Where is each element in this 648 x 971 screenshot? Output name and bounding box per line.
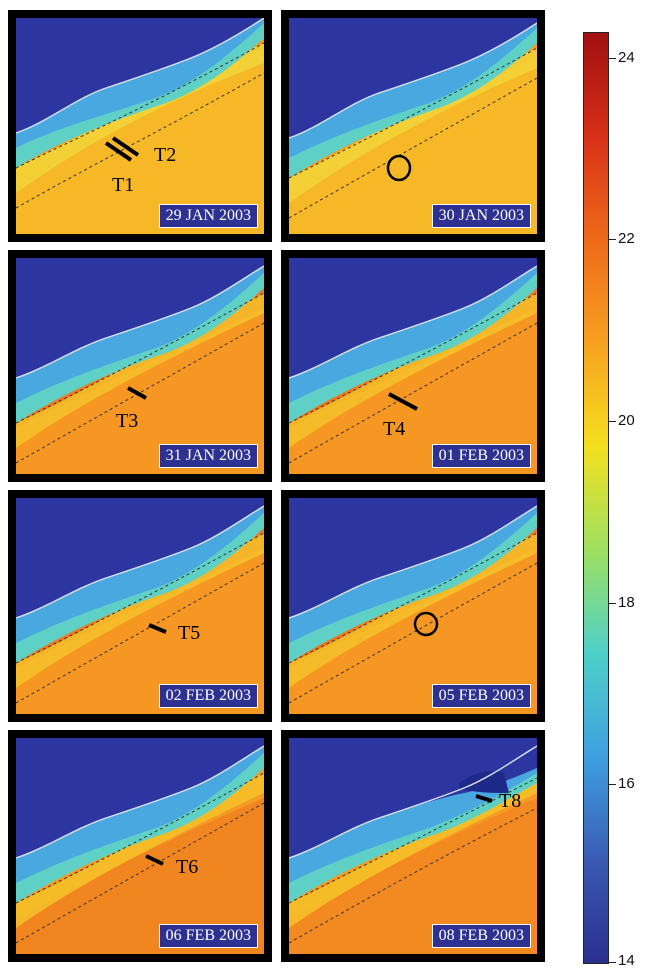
sst-map bbox=[16, 258, 264, 474]
panel-date-label: 30 JAN 2003 bbox=[431, 204, 531, 228]
sst-map bbox=[16, 18, 264, 234]
colorbar-tick-label-18: 18 bbox=[618, 594, 635, 611]
sst-map-panel-31-jan: T3 31 JAN 2003 bbox=[8, 250, 272, 482]
sst-map bbox=[289, 498, 537, 714]
transect-line bbox=[148, 623, 167, 634]
sst-map bbox=[289, 258, 537, 474]
eddy-circle-marker bbox=[413, 611, 439, 637]
colorbar-tick bbox=[609, 58, 616, 59]
transect-label-t2: T2 bbox=[154, 144, 177, 166]
sst-map-panel-01-feb: T4 01 FEB 2003 bbox=[281, 250, 545, 482]
sst-map bbox=[289, 18, 537, 234]
transect-line bbox=[388, 392, 418, 411]
panel-date-label: 05 FEB 2003 bbox=[431, 684, 531, 708]
sst-map-panel-02-feb: T5 02 FEB 2003 bbox=[8, 490, 272, 722]
colorbar-tick bbox=[609, 603, 616, 604]
transect-label-t5: T5 bbox=[178, 622, 201, 644]
transect-label-t4: T4 bbox=[383, 418, 406, 440]
colorbar-tick bbox=[609, 784, 616, 785]
colorbar-tick-label-22: 22 bbox=[618, 230, 635, 247]
panel-date-label: 06 FEB 2003 bbox=[158, 924, 258, 948]
transect-line bbox=[145, 854, 164, 866]
colorbar-tick-label-24: 24 bbox=[618, 49, 635, 66]
temperature-colorbar bbox=[583, 32, 609, 964]
colorbar-tick bbox=[609, 962, 616, 963]
eddy-circle-marker bbox=[386, 154, 412, 182]
panel-date-label: 01 FEB 2003 bbox=[431, 444, 531, 468]
sst-map bbox=[16, 498, 264, 714]
sst-map-panel-30-jan: 30 JAN 2003 bbox=[281, 10, 545, 242]
colorbar-tick bbox=[609, 421, 616, 422]
panel-date-label: 29 JAN 2003 bbox=[158, 204, 258, 228]
sst-map-panel-05-feb: 05 FEB 2003 bbox=[281, 490, 545, 722]
colorbar-tick bbox=[609, 239, 616, 240]
sst-map-panel-08-feb: T8 08 FEB 2003 bbox=[281, 730, 545, 962]
panel-date-label: 08 FEB 2003 bbox=[431, 924, 531, 948]
transect-line bbox=[127, 386, 147, 400]
colorbar-tick-label-14: 14 bbox=[618, 952, 635, 969]
panel-date-label: 02 FEB 2003 bbox=[158, 684, 258, 708]
transect-line bbox=[475, 794, 493, 803]
transect-label-t3: T3 bbox=[116, 410, 139, 432]
colorbar-tick-label-16: 16 bbox=[618, 775, 635, 792]
sst-map bbox=[289, 738, 537, 954]
transect-label-t8: T8 bbox=[499, 790, 522, 812]
transect-label-t6: T6 bbox=[176, 856, 199, 878]
colorbar-tick-label-20: 20 bbox=[618, 412, 635, 429]
sst-map-panel-06-feb: T6 06 FEB 2003 bbox=[8, 730, 272, 962]
transect-label-t1: T1 bbox=[112, 174, 135, 196]
transect-line bbox=[104, 136, 140, 162]
sst-map-panel-29-jan: T1 T2 29 JAN 2003 bbox=[8, 10, 272, 242]
panel-date-label: 31 JAN 2003 bbox=[158, 444, 258, 468]
sst-map bbox=[16, 738, 264, 954]
